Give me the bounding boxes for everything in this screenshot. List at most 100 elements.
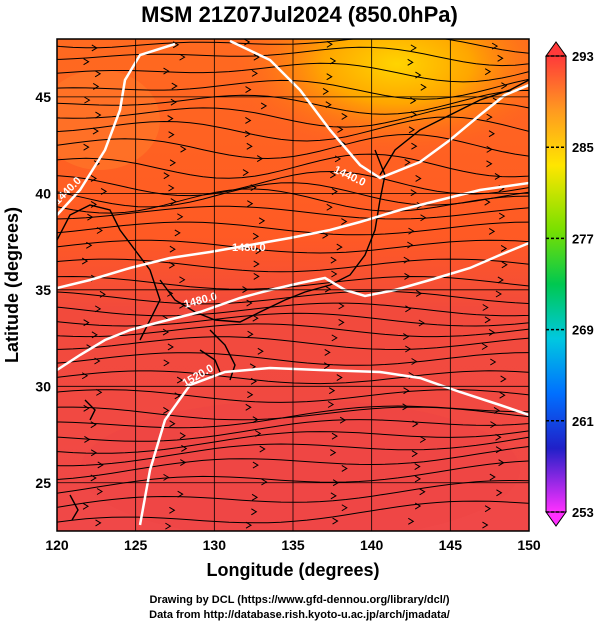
streamline-arrow [334, 155, 342, 163]
colorbar-label: 293 [572, 49, 594, 64]
streamline-arrow [414, 463, 421, 470]
streamline-arrow [96, 488, 103, 495]
streamline-arrow [410, 189, 417, 197]
streamline-arrow [402, 403, 409, 411]
streamline-arrow [497, 54, 504, 62]
streamline-arrow [246, 142, 253, 150]
streamline-arrow [405, 305, 412, 313]
streamline-arrow [97, 461, 104, 469]
streamline-arrow [341, 112, 348, 120]
streamline-arrow [495, 446, 503, 454]
streamline [57, 370, 529, 385]
lon-tick-label: 145 [439, 537, 463, 553]
streamline-arrow [251, 508, 258, 516]
streamline-arrow [252, 461, 259, 469]
streamline-arrow [96, 388, 103, 396]
streamline-arrow [481, 343, 488, 350]
streamline-arrow [245, 117, 252, 124]
streamline [57, 153, 529, 179]
colorbar: 293 285 277 269 261 253 [545, 41, 594, 527]
streamline [57, 323, 529, 338]
lon-tick-label: 150 [517, 537, 541, 553]
streamline [57, 419, 529, 442]
streamline-arrow [501, 82, 508, 90]
streamline-arrow [331, 270, 338, 278]
streamline-arrow [86, 241, 93, 249]
streamline-arrow [168, 131, 175, 139]
credit-drawing: Drawing by DCL (https://www.gfd-dennou.o… [149, 594, 450, 606]
streamline-arrow [179, 276, 186, 284]
streamline [57, 406, 529, 421]
streamline-arrow [341, 504, 348, 512]
streamline-arrow [501, 261, 508, 269]
streamline-arrow [90, 201, 97, 208]
streamline-arrow [247, 391, 254, 399]
streamline-arrow [326, 73, 333, 81]
streamline-arrow [168, 261, 176, 269]
streamline-arrow [253, 272, 260, 280]
credit-data: Data from http://database.rish.kyoto-u.a… [149, 609, 450, 621]
streamline-arrow [242, 169, 249, 176]
streamline-arrow [500, 375, 507, 383]
streamline-arrow [330, 449, 337, 457]
streamline-arrow [163, 172, 170, 180]
streamline-arrow [168, 184, 175, 192]
streamline-arrow [330, 256, 337, 264]
streamline-arrow [329, 57, 337, 65]
streamline-arrow [411, 142, 418, 150]
streamline [57, 239, 529, 254]
streamline-arrow [415, 290, 423, 297]
streamline-arrow [179, 53, 186, 61]
plot-frame [56, 38, 530, 532]
streamline [57, 302, 529, 317]
colorbar-top-arrow [545, 41, 567, 57]
streamline-arrow [325, 101, 332, 109]
streamline-arrow [404, 272, 411, 280]
streamline [57, 275, 529, 290]
streamline [57, 500, 529, 524]
streamline [57, 102, 529, 128]
streamline [57, 46, 529, 67]
streamline-arrow [410, 111, 417, 118]
streamline-arrow [172, 41, 180, 49]
streamline-arrow [258, 217, 266, 225]
streamline-arrow [95, 111, 102, 119]
x-axis-label: Longitude (degrees) [206, 560, 379, 580]
streamline-arrow [500, 245, 508, 252]
streamline-arrow [497, 276, 504, 284]
streamline-arrow [488, 329, 496, 336]
streamline-arrow [326, 203, 333, 211]
streamline-arrow [177, 490, 184, 498]
streamline-arrow [177, 213, 184, 221]
height-contours [57, 39, 529, 526]
streamline [57, 205, 529, 220]
lat-tick-label: 40 [35, 185, 51, 201]
streamline-arrow [169, 159, 177, 167]
streamline-arrow [496, 489, 503, 497]
streamline-arrow [90, 421, 97, 429]
streamline [57, 221, 529, 236]
streamline-arrow [486, 113, 493, 121]
streamline-arrow [327, 401, 335, 408]
colorbar-label: 269 [572, 323, 594, 338]
streamline-arrow [403, 387, 410, 395]
coastlines [57, 79, 529, 521]
streamline-arrow [408, 126, 416, 134]
streamline-arrow [167, 115, 174, 122]
streamline [57, 290, 529, 305]
streamline-arrow [488, 227, 496, 235]
streamline-arrow [169, 420, 176, 428]
streamline-arrow [411, 450, 418, 458]
latitude-axis: 25 30 35 40 45 [35, 89, 51, 491]
streamline-arrow [252, 314, 259, 322]
streamline-arrow [169, 506, 176, 514]
lat-tick-label: 30 [35, 378, 51, 394]
streamline-arrow [179, 432, 186, 440]
colorbar-gradient [545, 55, 567, 513]
streamline-arrow [92, 127, 99, 135]
streamline-arrow [163, 407, 170, 414]
streamline-arrow [83, 404, 90, 412]
streamline-arrow [490, 421, 497, 429]
streamline [57, 116, 529, 142]
streamline-arrow [252, 416, 259, 424]
